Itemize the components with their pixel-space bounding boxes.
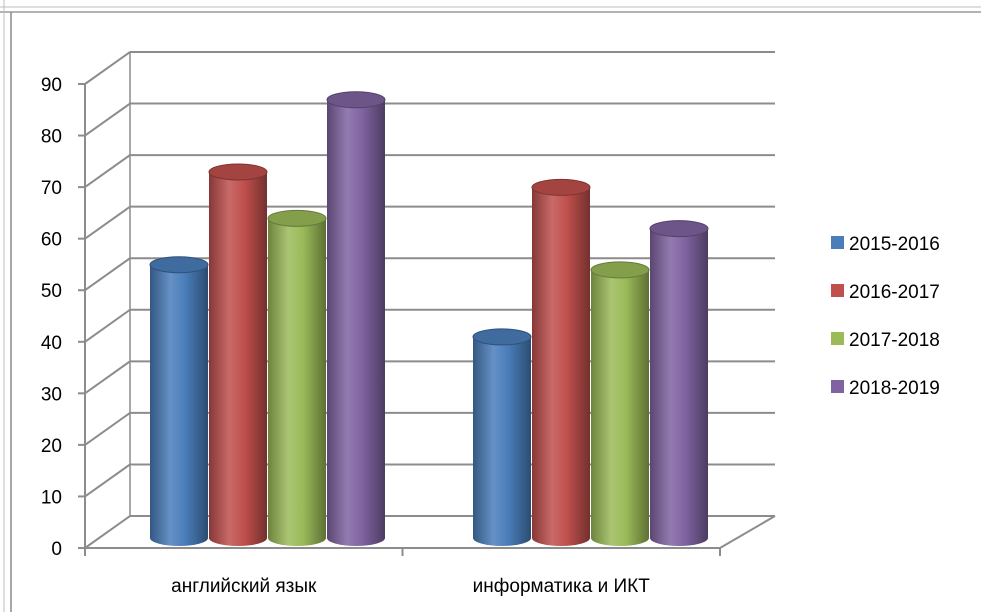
y-tick-label: 50 [41, 281, 62, 302]
bar [149, 256, 209, 546]
y-tick-label: 0 [51, 539, 62, 560]
bar [590, 261, 650, 546]
legend-label: 2016-2017 [849, 282, 940, 303]
gridline [84, 515, 131, 549]
gridline [84, 51, 775, 85]
legend-item: 2016-2017 [831, 282, 940, 303]
floor-right-line [719, 515, 776, 549]
bar [531, 178, 591, 546]
y-tick-label: 30 [41, 384, 62, 405]
legend-item: 2018-2019 [831, 378, 940, 399]
gridline [84, 102, 775, 137]
legend-label: 2015-2016 [849, 234, 940, 255]
legend-swatch [831, 284, 844, 297]
y-tick-label: 70 [41, 178, 62, 199]
legend-swatch [831, 332, 844, 345]
bars [149, 91, 709, 547]
y-tick-label: 40 [41, 333, 62, 354]
y-tick-label: 10 [41, 487, 62, 508]
y-tick-label: 60 [41, 230, 62, 251]
y-axis-ticks: 0 10 20 30 40 50 60 70 80 90 [41, 75, 62, 560]
bar [649, 220, 709, 546]
legend-item: 2015-2016 [831, 234, 940, 255]
bar [208, 163, 268, 546]
legend-swatch [831, 380, 844, 393]
y-tick-label: 80 [41, 127, 62, 148]
gridline [84, 154, 775, 188]
bar [267, 209, 327, 546]
x-category-label: английский язык [171, 576, 317, 597]
legend: 2015-2016 2016-2017 2017-2018 2018-2019 [831, 234, 940, 399]
bar [326, 91, 386, 547]
y-tick-label: 20 [41, 436, 62, 457]
x-axis-categories: английский язык информатика и ИКТ [171, 576, 650, 597]
legend-swatch [831, 236, 844, 249]
y-tick-label: 90 [41, 75, 62, 96]
legend-label: 2018-2019 [849, 378, 940, 399]
legend-item: 2017-2018 [831, 330, 940, 351]
x-category-label: информатика и ИКТ [473, 576, 651, 597]
bar [472, 328, 532, 546]
legend-label: 2017-2018 [849, 330, 940, 351]
